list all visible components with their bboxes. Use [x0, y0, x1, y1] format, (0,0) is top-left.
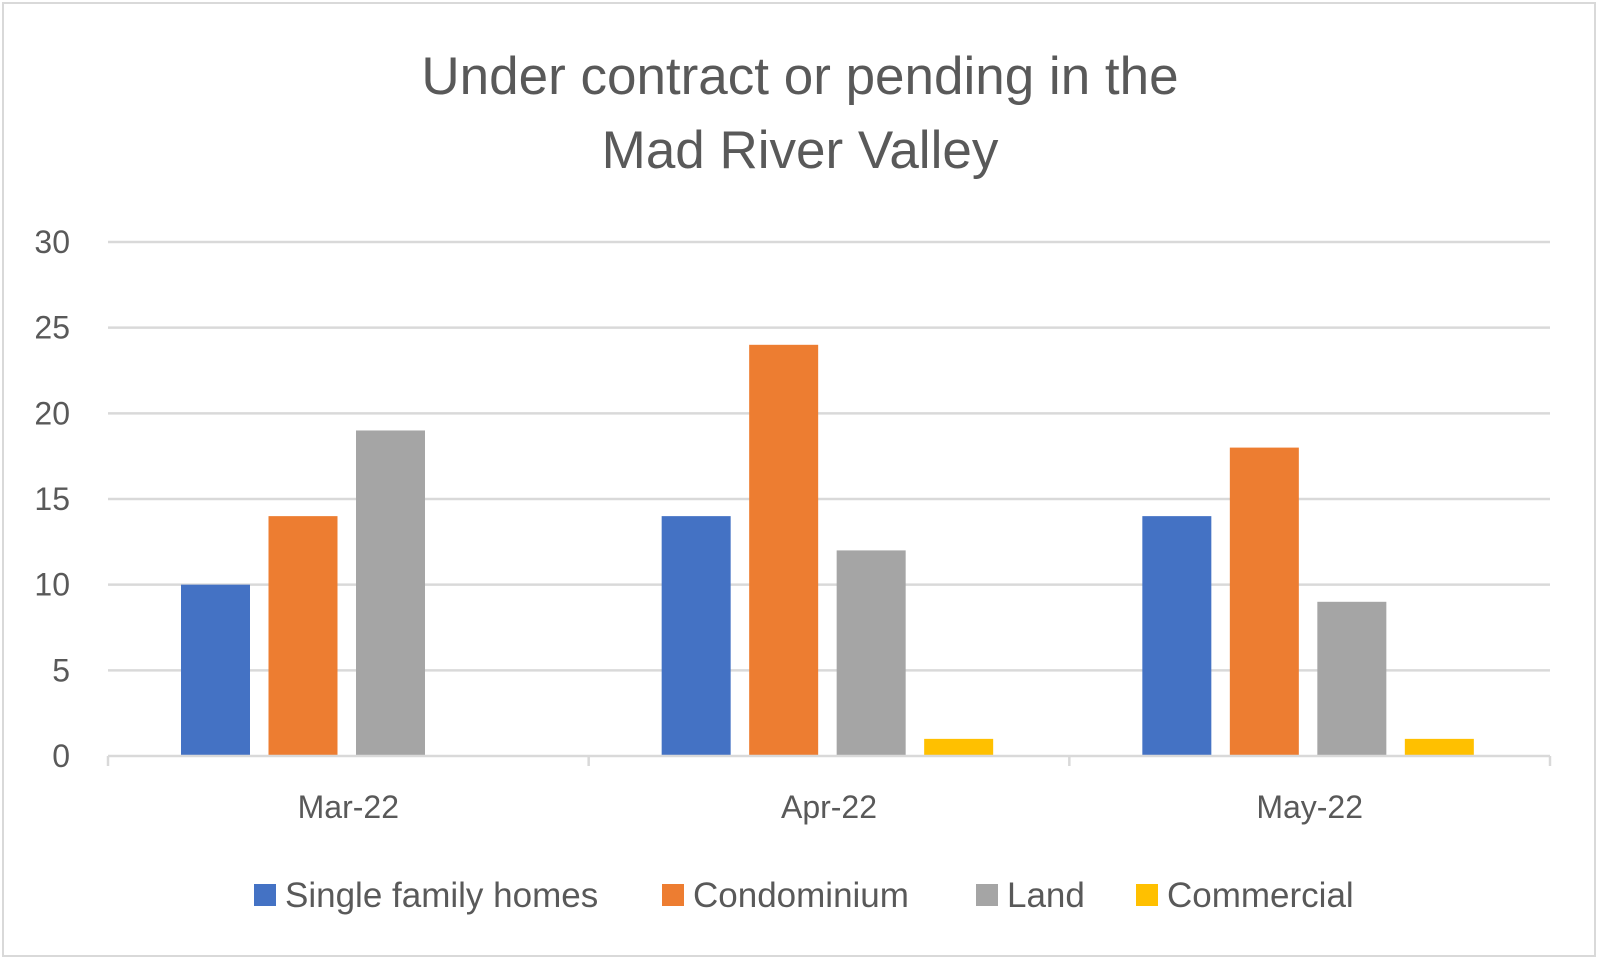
bar — [924, 738, 994, 756]
bar — [661, 516, 731, 756]
bar — [749, 344, 819, 756]
legend-label: Land — [1007, 876, 1085, 915]
bar — [356, 430, 425, 756]
gridlines — [108, 240, 1550, 672]
y-tick-label: 10 — [34, 567, 70, 603]
chart-title-line-1: Under contract or pending in the — [421, 47, 1178, 106]
bar — [1317, 601, 1387, 756]
y-tick-label: 25 — [34, 310, 70, 346]
x-axis — [106, 754, 1552, 766]
x-tick-label: Apr-22 — [781, 789, 877, 825]
x-axis-ticks: Mar-22 Apr-22 May-22 — [298, 789, 1363, 825]
bar — [1229, 447, 1299, 756]
legend-item: Condominium — [662, 876, 909, 915]
legend-item: Commercial — [1136, 876, 1354, 915]
legend-item: Land — [976, 876, 1085, 915]
y-tick-label: 20 — [34, 395, 70, 431]
bar — [1142, 516, 1212, 756]
x-tick-label: Mar-22 — [298, 789, 399, 825]
legend-label: Single family homes — [285, 876, 598, 915]
bars — [181, 344, 1474, 756]
bar — [181, 584, 250, 756]
legend-label: Commercial — [1167, 876, 1354, 915]
chart-title-line-2: Mad River Valley — [602, 121, 999, 180]
y-tick-label: 30 — [34, 224, 70, 260]
legend-label: Condominium — [693, 876, 909, 915]
bar — [1404, 738, 1474, 756]
y-tick-label: 15 — [34, 481, 70, 517]
bar — [268, 516, 338, 756]
y-axis-ticks: 0 5 10 15 20 25 30 — [34, 224, 70, 774]
legend-swatch — [1136, 884, 1158, 906]
legend-item: Single family homes — [254, 876, 598, 915]
bar — [836, 550, 906, 756]
y-tick-label: 5 — [52, 652, 70, 688]
x-tick-label: May-22 — [1256, 789, 1363, 825]
legend-swatch — [662, 884, 684, 906]
legend-swatch — [976, 884, 998, 906]
y-tick-label: 0 — [52, 738, 70, 774]
legend-swatch — [254, 884, 276, 906]
legend: Single family homes Condominium Land Commer… — [254, 876, 1354, 915]
